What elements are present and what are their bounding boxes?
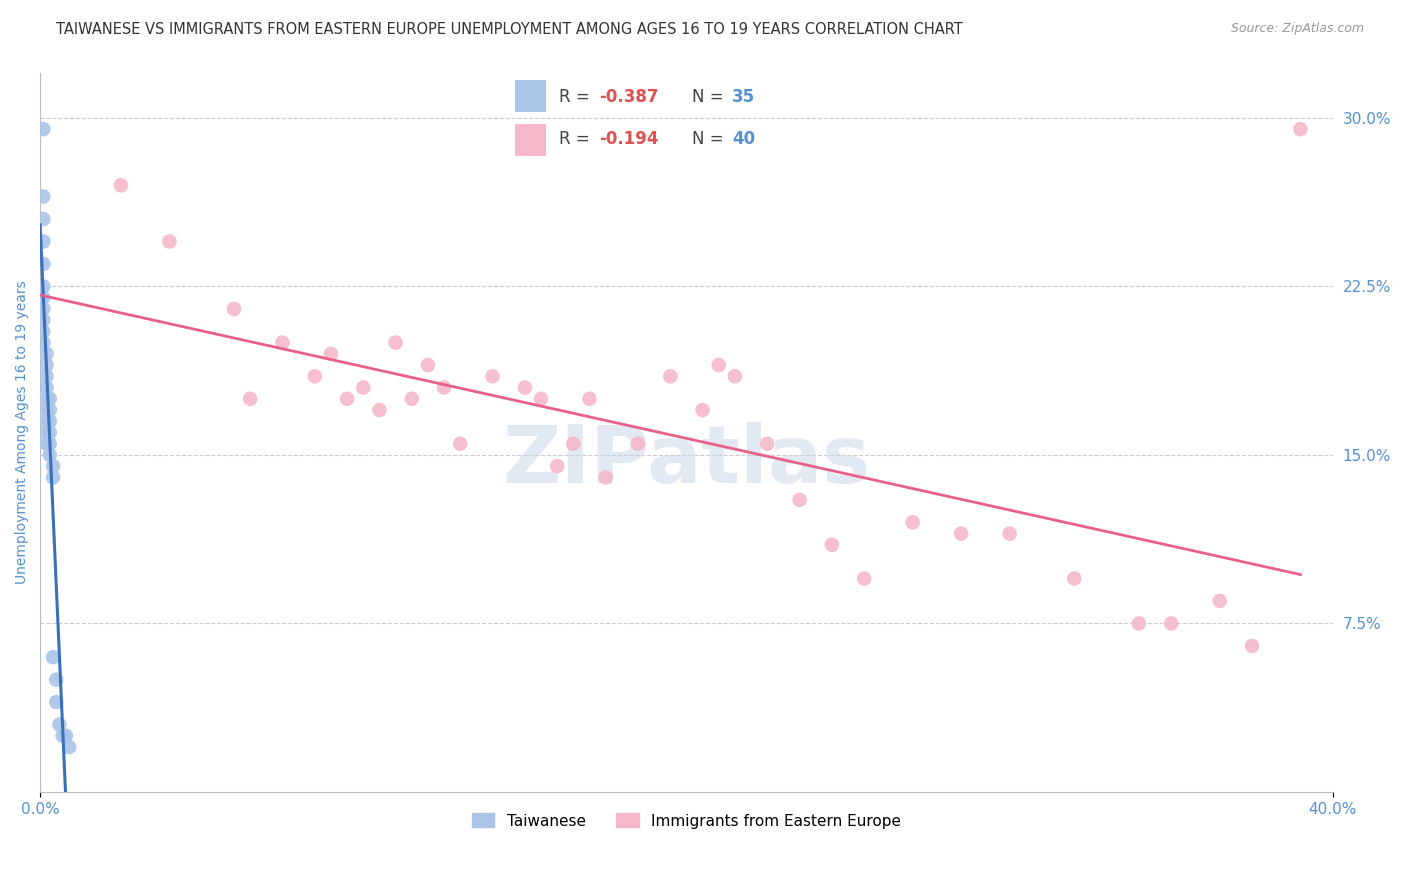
Text: N =: N = bbox=[692, 130, 728, 148]
Point bbox=[998, 526, 1021, 541]
Bar bbox=[516, 79, 547, 112]
Point bbox=[35, 436, 58, 450]
Point bbox=[821, 538, 844, 552]
Point bbox=[319, 347, 342, 361]
Point bbox=[707, 358, 730, 372]
Point bbox=[157, 235, 180, 249]
Point bbox=[35, 392, 58, 406]
Point bbox=[32, 279, 55, 293]
Point bbox=[32, 257, 55, 271]
Point bbox=[449, 436, 471, 450]
Point bbox=[595, 470, 617, 484]
Point bbox=[513, 380, 536, 394]
Point bbox=[304, 369, 326, 384]
Point bbox=[352, 380, 374, 394]
Point bbox=[368, 403, 391, 417]
Text: -0.194: -0.194 bbox=[599, 130, 658, 148]
Point bbox=[1063, 572, 1085, 586]
Point bbox=[546, 459, 568, 474]
Point bbox=[38, 448, 60, 462]
Text: R =: R = bbox=[558, 87, 595, 105]
Point bbox=[901, 516, 924, 530]
Point bbox=[578, 392, 600, 406]
Text: N =: N = bbox=[692, 87, 728, 105]
Point bbox=[48, 717, 70, 731]
Point bbox=[32, 324, 55, 338]
Point bbox=[32, 335, 55, 350]
Point bbox=[239, 392, 262, 406]
Point bbox=[1160, 616, 1182, 631]
Point bbox=[55, 729, 77, 743]
Point bbox=[1128, 616, 1150, 631]
Text: R =: R = bbox=[558, 130, 595, 148]
Point bbox=[35, 347, 58, 361]
Point bbox=[32, 122, 55, 136]
Point bbox=[724, 369, 747, 384]
Point bbox=[336, 392, 359, 406]
Point bbox=[1289, 122, 1312, 136]
Point bbox=[789, 492, 811, 507]
Point bbox=[692, 403, 714, 417]
Point bbox=[42, 470, 65, 484]
Point bbox=[659, 369, 682, 384]
Point bbox=[42, 459, 65, 474]
Point bbox=[271, 335, 294, 350]
Point bbox=[32, 301, 55, 316]
Text: TAIWANESE VS IMMIGRANTS FROM EASTERN EUROPE UNEMPLOYMENT AMONG AGES 16 TO 19 YEA: TAIWANESE VS IMMIGRANTS FROM EASTERN EUR… bbox=[56, 22, 963, 37]
Point bbox=[35, 358, 58, 372]
Point bbox=[35, 380, 58, 394]
Point bbox=[42, 650, 65, 665]
Text: 40: 40 bbox=[733, 130, 755, 148]
Text: -0.387: -0.387 bbox=[599, 87, 658, 105]
Point bbox=[530, 392, 553, 406]
Point bbox=[35, 425, 58, 440]
Point bbox=[853, 572, 876, 586]
Point bbox=[481, 369, 503, 384]
Point bbox=[32, 313, 55, 327]
Point bbox=[1240, 639, 1263, 653]
Bar bbox=[516, 124, 547, 156]
Point bbox=[433, 380, 456, 394]
Point bbox=[52, 729, 75, 743]
Point bbox=[1208, 594, 1230, 608]
Point bbox=[401, 392, 423, 406]
Point bbox=[38, 403, 60, 417]
Y-axis label: Unemployment Among Ages 16 to 19 years: Unemployment Among Ages 16 to 19 years bbox=[15, 281, 30, 584]
Point bbox=[35, 414, 58, 428]
Point bbox=[35, 403, 58, 417]
Point bbox=[38, 425, 60, 440]
Point bbox=[38, 436, 60, 450]
Legend: Taiwanese, Immigrants from Eastern Europe: Taiwanese, Immigrants from Eastern Europ… bbox=[465, 807, 907, 835]
Point bbox=[38, 414, 60, 428]
Text: Source: ZipAtlas.com: Source: ZipAtlas.com bbox=[1230, 22, 1364, 36]
Point bbox=[110, 178, 132, 193]
Point bbox=[32, 235, 55, 249]
Point bbox=[45, 695, 67, 709]
Point bbox=[45, 673, 67, 687]
Point bbox=[38, 392, 60, 406]
Point bbox=[416, 358, 439, 372]
Point bbox=[35, 369, 58, 384]
Point bbox=[756, 436, 779, 450]
Point bbox=[222, 301, 245, 316]
Point bbox=[950, 526, 973, 541]
Point bbox=[384, 335, 406, 350]
Point bbox=[562, 436, 585, 450]
Point bbox=[32, 212, 55, 227]
Point bbox=[32, 291, 55, 305]
Point bbox=[58, 739, 80, 754]
Point bbox=[32, 189, 55, 203]
Text: ZIPatlas: ZIPatlas bbox=[502, 422, 870, 500]
Point bbox=[627, 436, 650, 450]
Text: 35: 35 bbox=[733, 87, 755, 105]
